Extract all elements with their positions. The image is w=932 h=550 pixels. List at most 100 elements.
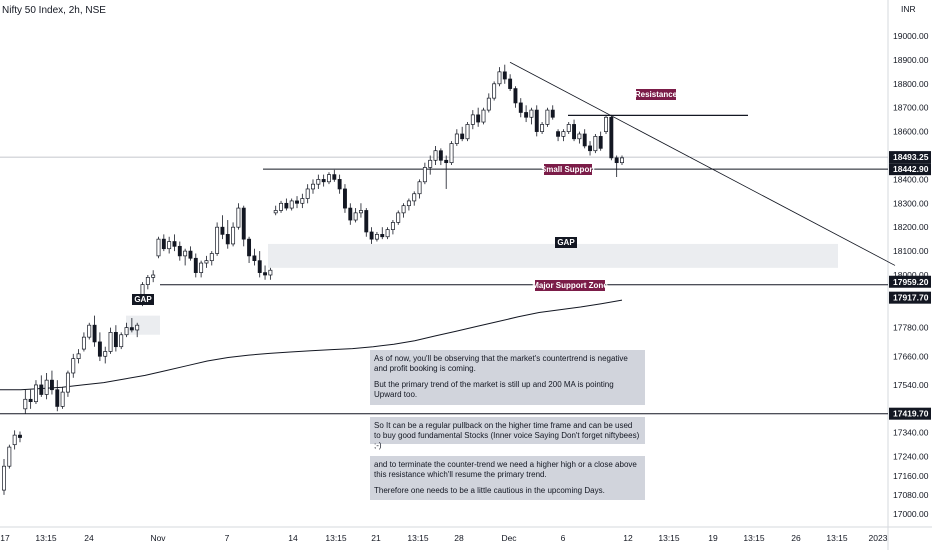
candle-body <box>598 136 603 149</box>
y-tick-label: 17540.00 <box>893 380 929 390</box>
candle-body <box>454 133 459 144</box>
candle <box>502 64 507 84</box>
y-tick-label: 17240.00 <box>893 452 929 462</box>
y-tick-label: 19000.00 <box>893 31 929 41</box>
candle <box>460 126 465 142</box>
candle-body <box>145 277 150 285</box>
price-level-label: 18493.25 <box>893 152 929 162</box>
candle <box>236 203 241 230</box>
candle <box>353 208 358 223</box>
x-tick-label: 6 <box>561 533 566 543</box>
candle-body <box>220 226 225 235</box>
candle <box>7 444 12 469</box>
y-tick-label: 17080.00 <box>893 490 929 500</box>
price-level-badge <box>889 407 931 420</box>
candle <box>225 220 230 249</box>
candle <box>209 251 214 266</box>
candle <box>81 332 86 352</box>
gap-zone-left <box>126 315 160 335</box>
candle-body <box>566 124 571 132</box>
candle <box>497 67 502 87</box>
candle-body <box>34 384 38 403</box>
candle-body <box>380 234 385 238</box>
candle <box>60 387 65 409</box>
candle <box>252 248 257 266</box>
candle <box>492 81 497 101</box>
candle-body <box>492 83 497 99</box>
note-3-paragraph-1: and to terminate the counter-trend we ne… <box>374 460 637 479</box>
candle-body <box>236 207 241 228</box>
candle <box>332 169 337 182</box>
candle-body <box>161 238 166 250</box>
candle <box>311 179 315 194</box>
chart-title: Nifty 50 Index, 2h, NSE <box>2 5 106 16</box>
candle-body <box>65 372 70 393</box>
candle <box>561 129 566 142</box>
candle-body <box>390 222 395 230</box>
candle-body <box>577 133 582 140</box>
price-level-badge <box>889 275 931 288</box>
candle <box>39 375 44 397</box>
note-2-paragraph-1: So It can be a regular pullback on the h… <box>374 421 640 450</box>
candle <box>34 380 38 405</box>
x-tick-label: 13:15 <box>35 533 57 543</box>
candle-body <box>364 210 369 233</box>
candle-body <box>247 238 252 257</box>
candle <box>364 208 369 237</box>
x-tick-label: 13:15 <box>325 533 347 543</box>
candle <box>588 141 592 156</box>
candle <box>556 129 561 142</box>
annotation-label: GAP <box>134 295 152 304</box>
candle <box>263 265 268 280</box>
candle-body <box>119 334 124 348</box>
candle-body <box>257 260 262 273</box>
candle <box>518 98 523 118</box>
candle-body <box>401 205 406 214</box>
y-tick-label: 18600.00 <box>893 127 929 137</box>
candle <box>129 318 134 333</box>
x-tick-label: 14 <box>288 533 298 543</box>
candle-body <box>156 238 161 257</box>
candle-body <box>593 136 598 152</box>
candle <box>177 241 182 261</box>
candle <box>76 349 81 364</box>
candle-body <box>502 71 507 80</box>
candle-body <box>343 188 347 209</box>
candle <box>108 327 113 354</box>
candle <box>465 122 470 142</box>
y-tick-label: 18800.00 <box>893 79 929 89</box>
annotation-badge <box>544 164 592 175</box>
candle <box>199 260 204 278</box>
candle <box>614 155 619 178</box>
candle-body <box>422 167 427 183</box>
y-tick-label: 17000.00 <box>893 509 929 519</box>
x-tick-label: Dec <box>501 533 517 543</box>
candle <box>550 105 555 120</box>
candle-body <box>316 179 321 185</box>
candle-body <box>60 391 65 407</box>
candle-body <box>620 157 624 164</box>
candle <box>545 107 550 127</box>
candle <box>257 251 262 278</box>
candle <box>572 119 577 142</box>
candle-body <box>76 353 81 359</box>
candle-body <box>438 150 443 161</box>
candle <box>358 203 363 218</box>
candle-body <box>193 257 198 273</box>
candle-body <box>44 379 49 395</box>
candle <box>204 255 209 268</box>
annotation-badge <box>555 237 577 248</box>
price-level-label: 18442.90 <box>893 164 929 174</box>
annotation-label: GAP <box>557 238 575 247</box>
candle-body <box>225 234 230 245</box>
annotation-label: Small Support <box>541 165 596 174</box>
candle-body <box>358 210 363 214</box>
x-tick-label: 2023 <box>869 533 888 543</box>
candle <box>390 220 395 235</box>
candle <box>316 174 321 189</box>
price-level-badge <box>889 151 931 164</box>
candle <box>444 155 449 189</box>
x-tick-label: 17 <box>0 533 10 543</box>
candle <box>65 370 70 397</box>
